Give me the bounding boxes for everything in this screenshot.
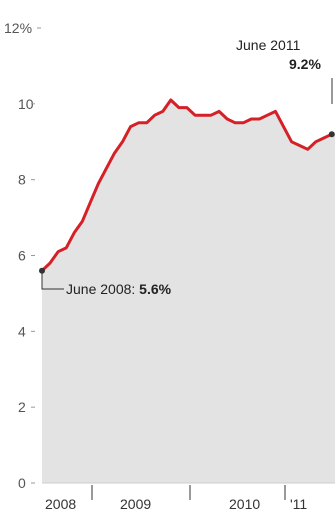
x-tick-label: '11 (290, 496, 307, 512)
y-tick-label: 2 (18, 399, 26, 415)
data-point (177, 106, 180, 109)
y-axis: 12% 10 8 6 4 2 0 (4, 20, 41, 491)
data-point (226, 118, 229, 121)
annotation-label-2011: June 2011 (236, 37, 301, 53)
data-point (137, 121, 140, 124)
y-tick-label: 10 (18, 96, 34, 112)
data-point (290, 140, 293, 143)
data-point (298, 144, 301, 147)
data-point (73, 231, 76, 234)
data-point (113, 152, 116, 155)
data-point (218, 110, 221, 113)
data-point (234, 121, 237, 124)
data-point (169, 99, 172, 102)
data-point (322, 137, 325, 140)
data-point (282, 125, 285, 128)
y-tick-label: 8 (18, 172, 26, 188)
data-point (202, 114, 205, 117)
data-point (314, 140, 317, 143)
data-point (49, 262, 52, 265)
x-tick-label: 2008 (45, 496, 76, 512)
data-point (153, 114, 156, 117)
data-point (145, 121, 148, 124)
annotation-label-2008: June 2008: (66, 281, 139, 297)
data-point (81, 220, 84, 223)
data-point (129, 125, 132, 128)
data-point (97, 182, 100, 185)
y-tick-label: 12% (4, 20, 32, 36)
y-tick-label: 0 (18, 475, 26, 491)
data-point (57, 250, 60, 253)
data-point (89, 201, 92, 204)
x-axis: 2008 2009 2010 '11 (42, 482, 335, 512)
x-tick-label: 2010 (229, 496, 260, 512)
data-point (250, 118, 253, 121)
annotation-value-2011: 9.2% (289, 56, 321, 72)
area-fill (42, 100, 335, 483)
data-point (105, 167, 108, 170)
annotation-june-2008: June 2008: 5.6% (41, 270, 172, 297)
data-point (194, 114, 197, 117)
data-point (274, 110, 277, 113)
data-point (65, 246, 68, 249)
data-point (185, 106, 188, 109)
annotation-june-2011: June 2011 9.2% (236, 37, 333, 104)
series-line (40, 98, 334, 273)
x-tick-label: 2009 (120, 496, 151, 512)
annotation-text-2008: June 2008: 5.6% (66, 281, 172, 297)
y-tick-label: 6 (18, 248, 26, 264)
data-point (210, 114, 213, 117)
y-tick-label: 4 (18, 323, 26, 339)
data-point (266, 114, 269, 117)
data-point (306, 148, 309, 151)
data-point (242, 121, 245, 124)
data-point (121, 140, 124, 143)
data-point (258, 118, 261, 121)
annotation-value-2008: 5.6% (139, 281, 171, 297)
data-point (161, 110, 164, 113)
annotation-leader-2008 (41, 270, 64, 290)
endpoint-marker (328, 131, 335, 138)
